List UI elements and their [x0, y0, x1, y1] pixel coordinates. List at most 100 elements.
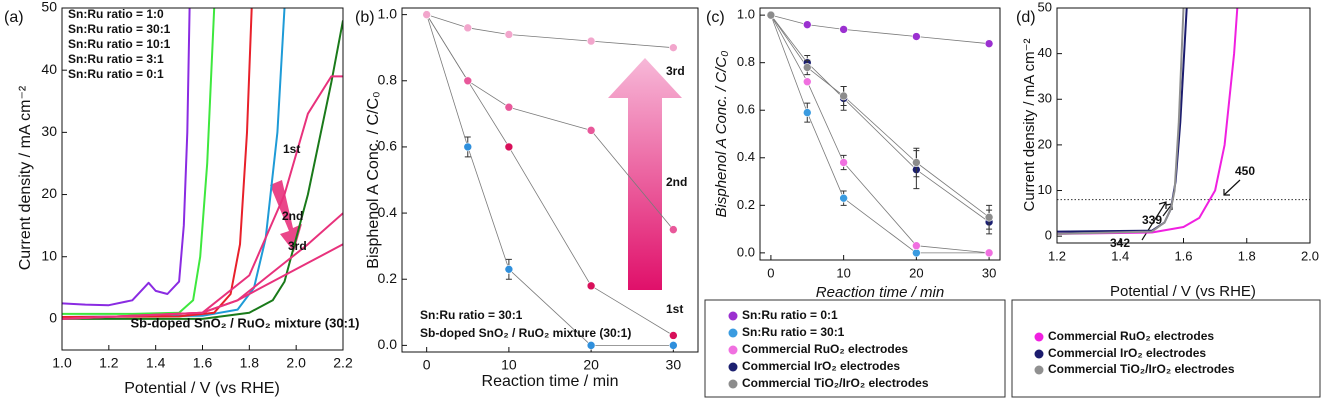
y-tick-label: 20 — [41, 185, 57, 201]
series-label: 1st — [283, 142, 300, 156]
series-line — [1057, 8, 1188, 233]
y-tick-label: 20 — [1038, 136, 1052, 151]
legend-entry: Commercial RuO₂ electrodes — [1048, 329, 1214, 343]
y-tick-label: 0.6 — [737, 102, 755, 117]
data-point — [984, 212, 994, 222]
x-tick-label: 10 — [501, 357, 517, 373]
data-point — [984, 248, 994, 258]
annotation: 450 — [1235, 164, 1255, 178]
data-point — [586, 281, 596, 291]
data-point — [802, 63, 812, 72]
x-tick-label: 1.4 — [1111, 248, 1129, 263]
x-axis-label: Potential / V (vs RHE) — [1110, 283, 1256, 300]
data-point — [802, 77, 812, 86]
data-point — [504, 102, 514, 112]
y-tick-label: 0.2 — [378, 270, 398, 286]
axes-frame — [61, 7, 344, 351]
y-tick-label: 0 — [1045, 228, 1052, 243]
y-tick-label: 1.0 — [737, 7, 755, 22]
x-tick-label: 20 — [583, 357, 599, 373]
series-line — [62, 8, 191, 307]
y-tick-label: 40 — [41, 61, 57, 77]
y-tick-label: 0.0 — [378, 336, 398, 352]
x-tick-label: 1.2 — [99, 355, 119, 371]
legend-swatch — [728, 328, 738, 338]
legend-swatch — [1034, 365, 1044, 375]
trend-arrow — [270, 180, 302, 252]
axes-frame — [759, 7, 1001, 261]
series-label: 1st — [666, 302, 683, 316]
series-line — [62, 8, 216, 315]
y-tick-label: 0 — [49, 310, 57, 326]
series-line — [770, 14, 990, 218]
x-tick-label: 30 — [982, 265, 996, 280]
data-point — [422, 10, 431, 19]
x-tick-label: 1.4 — [146, 355, 166, 371]
y-tick-label: 1.0 — [378, 5, 398, 21]
x-axis-label: Reaction time / min — [482, 373, 619, 390]
annotation: 342 — [1110, 236, 1130, 250]
data-point — [669, 225, 678, 234]
x-tick-label: 20 — [909, 265, 923, 280]
legend-entry: Sn:Ru ratio = 3:1 — [68, 52, 164, 66]
data-point — [802, 108, 812, 117]
x-tick-label: 2.2 — [333, 355, 353, 371]
legend-box — [1011, 299, 1321, 398]
series-label: 3rd — [666, 64, 685, 78]
y-tick-label: 10 — [1038, 182, 1052, 197]
panel-label: (b) — [355, 9, 375, 26]
data-point — [912, 248, 921, 258]
x-axis-label: Reaction time / min — [816, 284, 944, 301]
x-tick-label: 0 — [423, 357, 431, 373]
data-point — [839, 158, 848, 167]
data-point — [766, 10, 776, 20]
series-line — [1057, 8, 1185, 235]
axes-frame — [401, 7, 699, 353]
legend-swatch — [728, 362, 738, 372]
data-point — [912, 158, 921, 167]
legend-entry: Commercial IrO₂ electrodes — [742, 359, 900, 373]
series-line — [62, 243, 343, 320]
panel-label: (a) — [4, 9, 24, 26]
y-tick-label: 30 — [41, 123, 57, 139]
data-point — [463, 76, 473, 86]
y-tick-label: 0.4 — [737, 149, 755, 164]
y-tick-label: 10 — [41, 247, 57, 263]
y-tick-label: 50 — [41, 0, 57, 15]
annotation: Sb-doped SnO₂ / RuO₂ mixture (30:1) — [420, 326, 631, 340]
x-tick-label: 1.6 — [1174, 248, 1192, 263]
y-axis-label: Current density / mA cm⁻² — [1021, 39, 1038, 212]
data-point — [669, 341, 678, 350]
legend-entry: Commercial RuO₂ electrodes — [742, 342, 908, 356]
annotation: 339 — [1142, 213, 1162, 227]
y-tick-label: 0.8 — [737, 54, 755, 69]
x-tick-label: 1.0 — [52, 355, 72, 371]
plot-area — [1057, 8, 1239, 235]
y-tick-label: 40 — [1038, 45, 1052, 60]
x-tick-label: 1.2 — [1048, 248, 1066, 263]
x-tick-label: 1.6 — [193, 355, 213, 371]
y-tick-label: 0.4 — [378, 204, 398, 220]
legend-entry: Sn:Ru ratio = 0:1 — [68, 67, 164, 81]
legend-swatch — [1034, 332, 1044, 342]
series-line — [62, 75, 343, 320]
x-axis-label: Potential / V (vs RHE) — [124, 380, 280, 397]
legend-entry: Sn:Ru ratio = 30:1 — [68, 22, 171, 36]
data-point — [504, 30, 514, 39]
data-point — [984, 39, 994, 48]
series-line — [426, 14, 674, 49]
y-tick-label: 0.8 — [378, 71, 398, 87]
y-axis-label: Bisphenol A Conc. / C/C₀ — [713, 51, 730, 218]
series-line — [62, 20, 343, 320]
data-point — [586, 341, 596, 350]
data-point — [912, 32, 921, 41]
legend-entry: Sn:Ru ratio = 10:1 — [68, 37, 171, 51]
data-point — [802, 20, 812, 29]
series-line — [62, 8, 253, 318]
legend-swatch — [728, 311, 738, 321]
series-line — [770, 14, 990, 45]
data-point — [586, 36, 596, 46]
series-line — [1057, 8, 1239, 235]
data-point — [463, 23, 473, 33]
